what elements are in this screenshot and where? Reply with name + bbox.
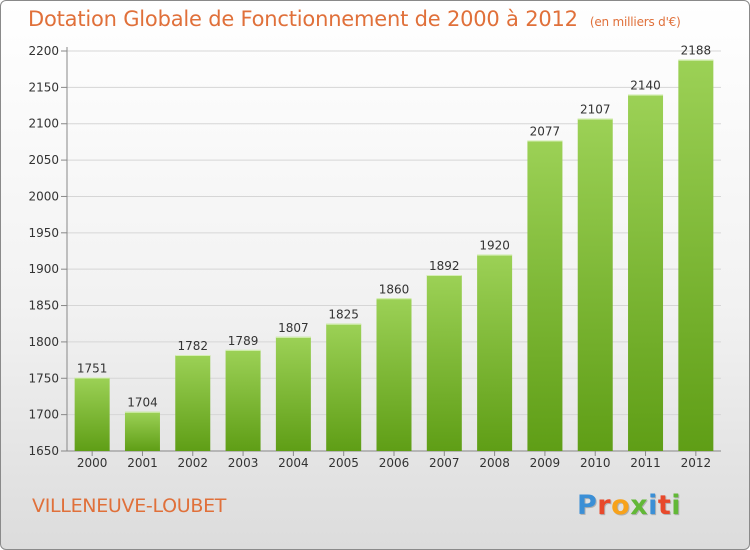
chart-title: Dotation Globale de Fonctionnement de 20… xyxy=(28,7,681,31)
bar xyxy=(225,349,261,451)
commune-name: VILLENEUVE-LOUBET xyxy=(32,495,227,517)
x-tick-label: 2005 xyxy=(328,456,359,470)
logo-letter: x xyxy=(630,490,649,521)
bar xyxy=(426,275,462,451)
x-tick-label: 2003 xyxy=(228,456,259,470)
y-tick-label: 1900 xyxy=(28,262,59,276)
data-label: 1751 xyxy=(77,362,108,376)
bar xyxy=(326,323,362,451)
chart-subtitle: (en milliers d'€) xyxy=(589,15,681,29)
labels: 1650 1700 1750 1800 1850 1900 1950 2000 2050 2100… xyxy=(28,44,711,470)
y-tick-label: 2050 xyxy=(28,153,59,167)
y-tick-label: 1650 xyxy=(28,444,59,458)
bars xyxy=(74,59,714,452)
logo-letter: i xyxy=(648,490,658,521)
data-label: 1892 xyxy=(429,259,460,273)
x-tick-label: 2009 xyxy=(530,456,561,470)
x-tick-label: 2002 xyxy=(177,456,208,470)
x-tick-label: 2001 xyxy=(127,456,158,470)
bar xyxy=(628,94,664,452)
data-label: 1782 xyxy=(177,339,208,353)
data-label: 1704 xyxy=(127,396,158,410)
data-label: 1807 xyxy=(278,321,309,335)
y-tick-label: 1700 xyxy=(28,408,59,422)
bar xyxy=(74,377,110,451)
logo-letter: P xyxy=(577,490,598,521)
bar xyxy=(477,254,513,451)
bar xyxy=(678,59,714,452)
bar xyxy=(577,118,613,452)
y-tick-label: 1850 xyxy=(28,299,59,313)
y-tick-label: 1750 xyxy=(28,371,59,385)
data-label: 2140 xyxy=(630,79,661,93)
proxiti-logo: Proxiti xyxy=(577,490,681,521)
bar xyxy=(275,336,311,451)
data-label: 1920 xyxy=(479,239,510,253)
data-label: 1860 xyxy=(379,282,410,296)
y-tick-label: 2000 xyxy=(28,189,59,203)
data-label: 2107 xyxy=(580,103,611,117)
data-label: 1825 xyxy=(328,308,359,322)
y-tick-label: 2200 xyxy=(28,44,59,58)
logo-letter: i xyxy=(671,490,682,521)
data-label: 2077 xyxy=(530,124,561,138)
logo-letter: o xyxy=(611,490,631,521)
x-tick-label: 2011 xyxy=(630,456,661,470)
x-tick-label: 2006 xyxy=(379,456,410,470)
y-tick-label: 2150 xyxy=(28,80,59,94)
bar xyxy=(124,411,160,451)
data-label: 2188 xyxy=(681,44,712,58)
logo-letter: r xyxy=(597,490,612,521)
x-tick-label: 2007 xyxy=(429,456,460,470)
logo-letter: t xyxy=(657,490,672,521)
y-tick-label: 1800 xyxy=(28,335,59,349)
bar xyxy=(175,355,211,451)
bar xyxy=(376,298,412,451)
bar xyxy=(527,140,563,452)
x-tick-label: 2000 xyxy=(77,456,108,470)
y-tick-label: 2100 xyxy=(28,117,59,131)
x-tick-label: 2004 xyxy=(278,456,309,470)
x-tick-label: 2012 xyxy=(681,456,712,470)
data-label: 1789 xyxy=(228,334,259,348)
x-tick-label: 2010 xyxy=(580,456,611,470)
x-tick-label: 2008 xyxy=(479,456,510,470)
y-tick-label: 1950 xyxy=(28,226,59,240)
